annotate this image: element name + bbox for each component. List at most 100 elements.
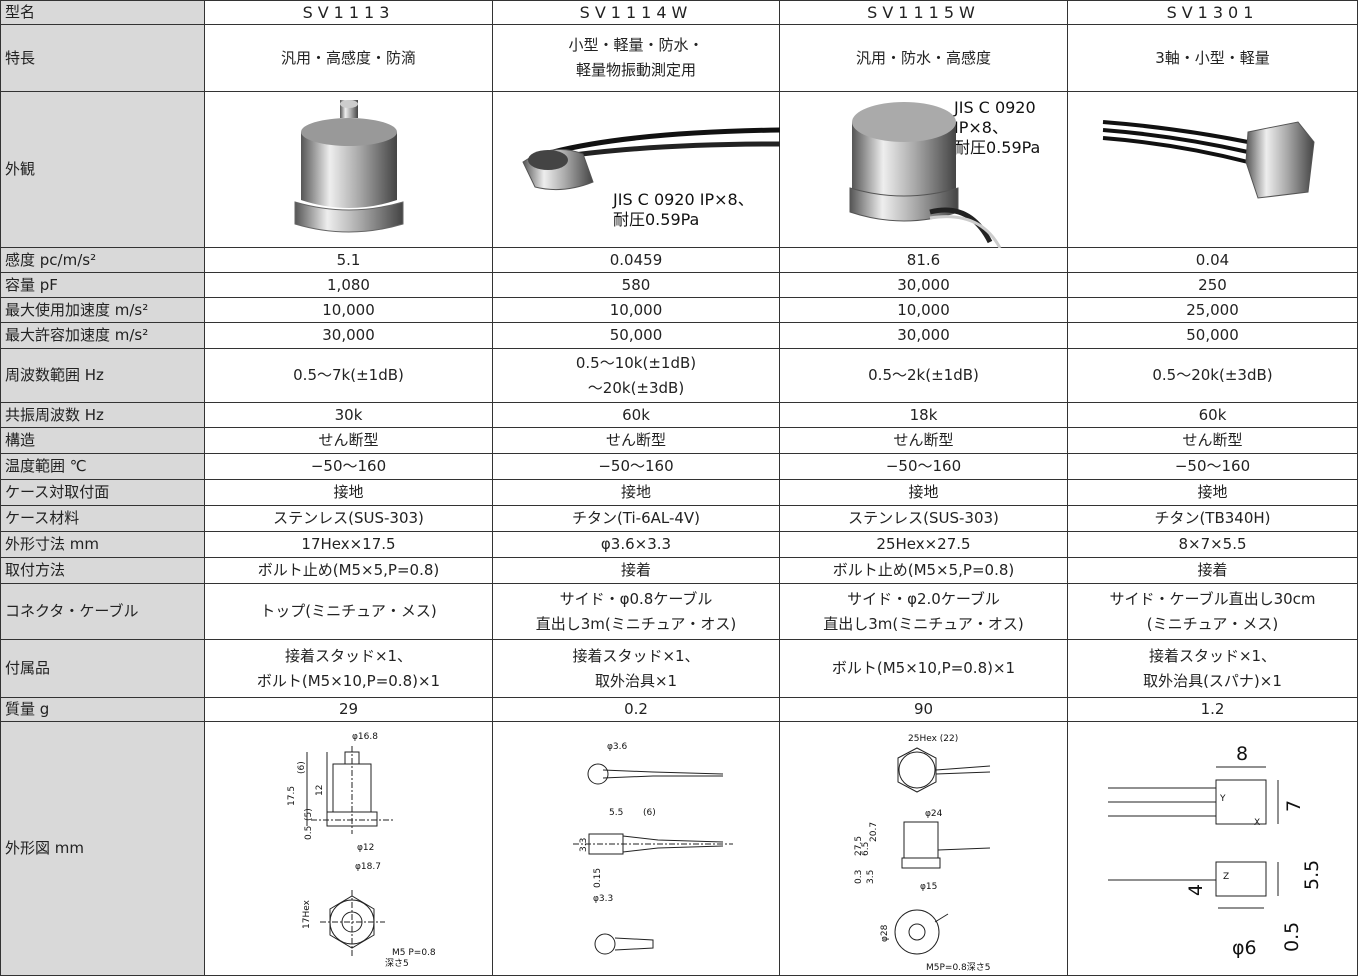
- text-line: 0.5～7k(±1dB): [293, 366, 404, 384]
- text-line: ボルト(M5×10,P=0.8)×1: [256, 671, 441, 690]
- text-line: 0.5～2k(±1dB): [868, 366, 979, 384]
- value-cell: トップ(ミニチュア・メス): [205, 584, 493, 640]
- value-cell: 0.5～2k(±1dB): [780, 349, 1068, 403]
- text-line: トップ(ミニチュア・メス): [260, 602, 437, 620]
- text-line: −50～160: [885, 457, 962, 475]
- dimension-label: M5P=0.8深さ5: [926, 963, 991, 973]
- text-line: 81.6: [906, 250, 941, 269]
- text-line: せん断型: [318, 431, 379, 449]
- row-label: 付属品: [0, 640, 205, 698]
- text: 周波数範囲 Hz: [5, 366, 104, 384]
- text-line: 25Hex×27.5: [876, 535, 971, 553]
- dimension-label: M5 P=0.8: [392, 948, 436, 958]
- value-cell: 接地: [1068, 480, 1358, 506]
- text-line: 3軸・小型・軽量: [1155, 48, 1270, 67]
- text-line: ボルト(M5×10,P=0.8)×1: [831, 659, 1016, 677]
- text-line: 5.1: [336, 250, 361, 269]
- text-line: 10,000: [322, 300, 375, 319]
- text-line: −50～160: [598, 457, 674, 475]
- row-label: 共振周波数 Hz: [0, 403, 205, 428]
- value-cell: 25Hex×27.5: [780, 532, 1068, 558]
- value-cell: 50,000: [493, 323, 780, 349]
- value-cell: せん断型: [493, 428, 780, 454]
- value-cell: [205, 92, 493, 248]
- model-cell: SV1301: [1068, 0, 1358, 25]
- row-label: 最大許容加速度 m/s²: [0, 323, 205, 349]
- text: 質量 g: [5, 700, 50, 718]
- model-name: SV1301: [1166, 3, 1259, 22]
- text-line: 接地: [333, 483, 364, 501]
- value-cell: [780, 92, 1068, 248]
- value-cell: 接着スタッド×1、 取外治具×1: [493, 640, 780, 698]
- value-cell: 0.0459: [493, 248, 780, 273]
- value-cell: サイド・φ0.8ケーブル直出し3m(ミニチュア・オス): [493, 584, 780, 640]
- text-line: 1.2: [1200, 700, 1225, 718]
- text-line: せん断型: [1182, 431, 1243, 449]
- text: 構造: [5, 431, 36, 449]
- row-label: 温度範囲 ℃: [0, 454, 205, 480]
- value-cell: 5.1: [205, 248, 493, 273]
- text-line: 接地: [1197, 483, 1228, 501]
- value-cell: 0.04: [1068, 248, 1358, 273]
- dimension-label: 深さ5: [385, 959, 409, 969]
- value-cell: 18k: [780, 403, 1068, 428]
- text: 共振周波数 Hz: [5, 405, 104, 424]
- text-line: 30,000: [897, 275, 950, 294]
- text-line: チタン(TB340H): [1154, 509, 1271, 527]
- text-line: 0.04: [1195, 250, 1230, 269]
- model-cell: SV1115W: [780, 0, 1068, 25]
- text-line: サイド・φ0.8ケーブル: [559, 589, 713, 608]
- text-line: 直出し3m(ミニチュア・オス): [823, 614, 1024, 633]
- text-line: 取外治具×1: [594, 671, 678, 690]
- dimension-label: φ3.3: [593, 894, 614, 904]
- row-label: ケース対取付面: [0, 480, 205, 506]
- text-line: 0.2: [624, 700, 648, 718]
- value-cell: −50～160: [205, 454, 493, 480]
- model-name: SV1114W: [579, 3, 693, 22]
- text-line: 0.5～10k(±1dB): [575, 353, 697, 372]
- photo-sv1301: [1102, 120, 1315, 199]
- value-cell: 小型・軽量・防水・ 軽量物振動測定用: [493, 25, 780, 92]
- value-cell: せん断型: [780, 428, 1068, 454]
- drawing-sv1114w: [573, 763, 733, 955]
- text-line: 接地: [620, 483, 651, 501]
- note-line: 耐圧0.59Pa: [954, 138, 1041, 157]
- text-line: 0.0459: [609, 250, 663, 269]
- value-cell: 3軸・小型・軽量: [1068, 25, 1358, 92]
- dimension-label: φ15: [920, 882, 938, 892]
- text: 外観: [5, 160, 36, 178]
- value-cell: 25,000: [1068, 298, 1358, 323]
- dimension-label: (6): [643, 808, 656, 818]
- value-cell: 60k: [493, 403, 780, 428]
- text-line: ボルト止め(M5×5,P=0.8): [832, 561, 1015, 579]
- text-line: 直出し3m(ミニチュア・オス): [535, 614, 737, 633]
- text-line: 1,080: [327, 275, 370, 294]
- value-cell: 10,000: [205, 298, 493, 323]
- value-cell: ステンレス(SUS-303): [780, 506, 1068, 532]
- row-label: コネクタ・ケーブル: [0, 584, 205, 640]
- text-line: ステンレス(SUS-303): [273, 509, 424, 527]
- text-line: チタン(Ti-6AL-4V): [571, 509, 701, 527]
- text-line: 接着スタッド×1、: [1148, 646, 1277, 665]
- row-label: 外形寸法 mm: [0, 532, 205, 558]
- value-cell: 30,000: [780, 273, 1068, 298]
- text-line: 60k: [622, 405, 650, 424]
- text-line: 50,000: [1186, 326, 1239, 344]
- value-cell: 汎用・防水・高感度: [780, 25, 1068, 92]
- text: 外形図 mm: [5, 839, 84, 857]
- value-cell: ボルト止め(M5×5,P=0.8): [780, 558, 1068, 584]
- text-line: 580: [621, 275, 651, 294]
- model-cell: SV1113: [205, 0, 493, 25]
- text-line: 60k: [1198, 405, 1227, 424]
- text-line: 10,000: [609, 300, 663, 319]
- text-line: 汎用・防水・高感度: [855, 48, 991, 67]
- value-cell: 汎用・高感度・防滴: [205, 25, 493, 92]
- dimension-label: φ6: [1232, 937, 1257, 959]
- drawing-sv1115w: [894, 747, 991, 955]
- row-label: 感度 pc/m/s²: [0, 248, 205, 273]
- text: ケース対取付面: [5, 483, 110, 501]
- value-cell: 接地: [493, 480, 780, 506]
- drawing-sv1301: [1108, 766, 1279, 909]
- text-line: 接着: [1197, 561, 1228, 579]
- row-label: 最大使用加速度 m/s²: [0, 298, 205, 323]
